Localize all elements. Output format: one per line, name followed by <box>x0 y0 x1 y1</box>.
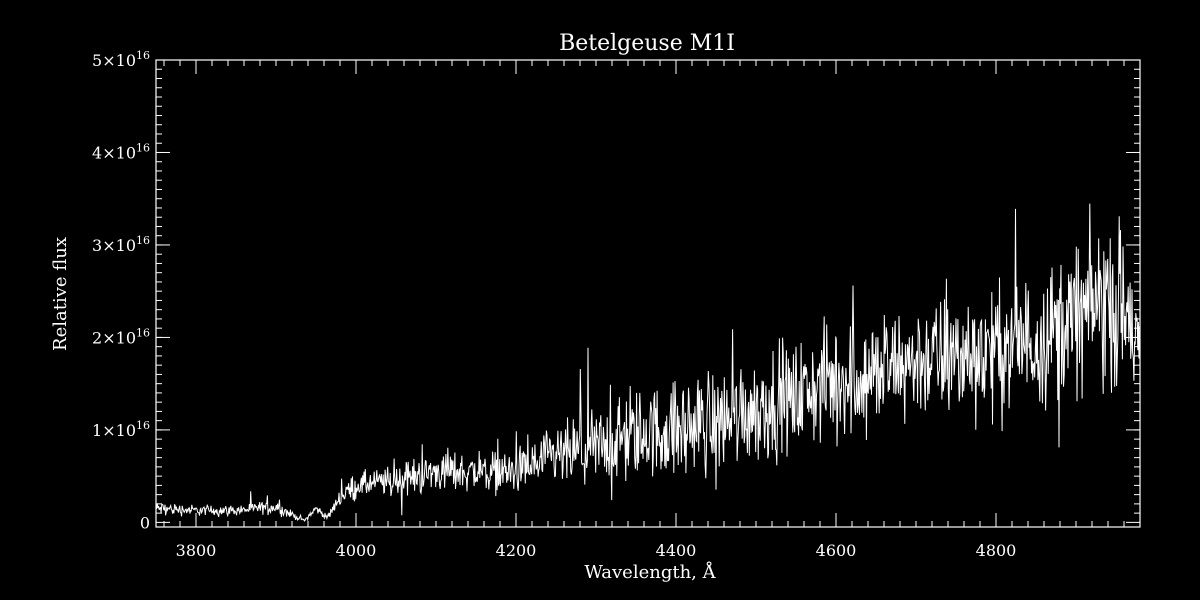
y-tick-label: 2×1016 <box>92 326 150 347</box>
y-tick-label: 5×1016 <box>92 49 150 70</box>
tick-labels: 3800 4000 4200 4400 4600 480001×10162×10163×1… <box>92 49 1016 560</box>
y-tick-label-exponent: 16 <box>136 326 150 339</box>
x-axis-label: Wavelength, Å <box>584 561 716 583</box>
plot-frame <box>155 59 1141 528</box>
x-tick-label: 4600 <box>816 541 857 560</box>
y-tick-label-base: 5×10 <box>92 51 136 70</box>
y-tick-label: 1×1016 <box>92 419 150 440</box>
y-tick-label-base: 2×10 <box>92 328 136 347</box>
y-tick-label-exponent: 16 <box>136 419 150 432</box>
plot-area <box>156 203 1140 522</box>
y-tick-label-base: 3×10 <box>92 236 136 255</box>
axis-ticks <box>156 59 1141 527</box>
y-tick-label: 0 <box>140 513 150 532</box>
chart-title: Betelgeuse M1I <box>559 31 735 56</box>
x-tick-label: 4000 <box>336 541 377 560</box>
x-tick-label: 4400 <box>656 541 697 560</box>
y-tick-label-base: 4×10 <box>92 143 136 162</box>
y-tick-label: 3×1016 <box>92 234 150 255</box>
x-tick-label: 4200 <box>496 541 537 560</box>
y-axis-label: Relative flux <box>50 237 71 351</box>
y-tick-label-exponent: 16 <box>136 49 150 62</box>
spectrum-series-line <box>156 203 1140 522</box>
y-tick-label-exponent: 16 <box>136 141 150 154</box>
y-tick-label-base: 1×10 <box>92 421 136 440</box>
x-tick-label: 3800 <box>176 541 217 560</box>
y-tick-label: 4×1016 <box>92 141 150 162</box>
y-tick-label-exponent: 16 <box>136 234 150 247</box>
x-tick-label: 4800 <box>976 541 1017 560</box>
y-tick-label-base: 0 <box>140 513 150 532</box>
